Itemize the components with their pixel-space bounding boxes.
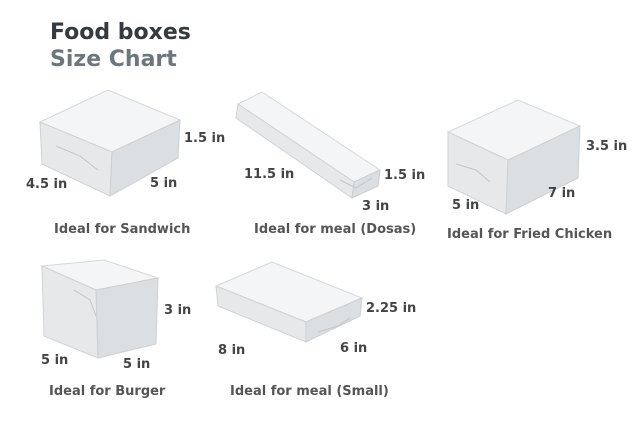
box-sandwich-caption: Ideal for Sandwich <box>54 222 191 237</box>
box-burger-caption: Ideal for Burger <box>49 384 166 399</box>
box-dosas-right-face <box>351 169 381 199</box>
box-dosas-caption: Ideal for meal (Dosas) <box>254 222 417 237</box>
box-meal-small-caption: Ideal for meal (Small) <box>230 384 389 399</box>
page-subtitle: Size Chart <box>50 47 177 72</box>
box-meal-small-width: 6 in <box>340 341 368 356</box>
box-sandwich-flap <box>55 145 99 171</box>
box-burger-length: 5 in <box>123 357 151 372</box>
box-sandwich-height: 1.5 in <box>184 131 226 146</box>
box-burger-width: 5 in <box>41 353 69 368</box>
box-fried-chicken-right-face <box>505 125 581 215</box>
box-meal-small-flap <box>317 317 351 333</box>
box-dosas-width: 3 in <box>362 199 390 214</box>
box-sandwich-width: 4.5 in <box>26 177 68 192</box>
box-meal-small-height: 2.25 in <box>366 301 417 316</box>
box-fried-chicken-length: 7 in <box>548 186 576 201</box>
box-dosas-length: 11.5 in <box>244 167 295 182</box>
box-fried-chicken-caption: Ideal for Fried Chicken <box>447 227 613 242</box>
box-fried-chicken-flap <box>455 163 491 183</box>
box-meal-small-length: 8 in <box>218 343 246 358</box>
box-burger-height: 3 in <box>164 303 192 318</box>
page-title: Food boxes <box>50 20 191 45</box>
box-burger-right-face <box>95 277 159 359</box>
box-dosas-flap <box>339 177 373 189</box>
box-sandwich-length: 5 in <box>150 176 178 191</box>
box-dosas-height: 1.5 in <box>384 168 426 183</box>
box-fried-chicken-height: 3.5 in <box>586 139 628 154</box>
box-burger-flap <box>73 289 97 317</box>
box-sandwich-right-face <box>109 119 181 197</box>
box-fried-chicken-width: 5 in <box>452 198 480 213</box>
